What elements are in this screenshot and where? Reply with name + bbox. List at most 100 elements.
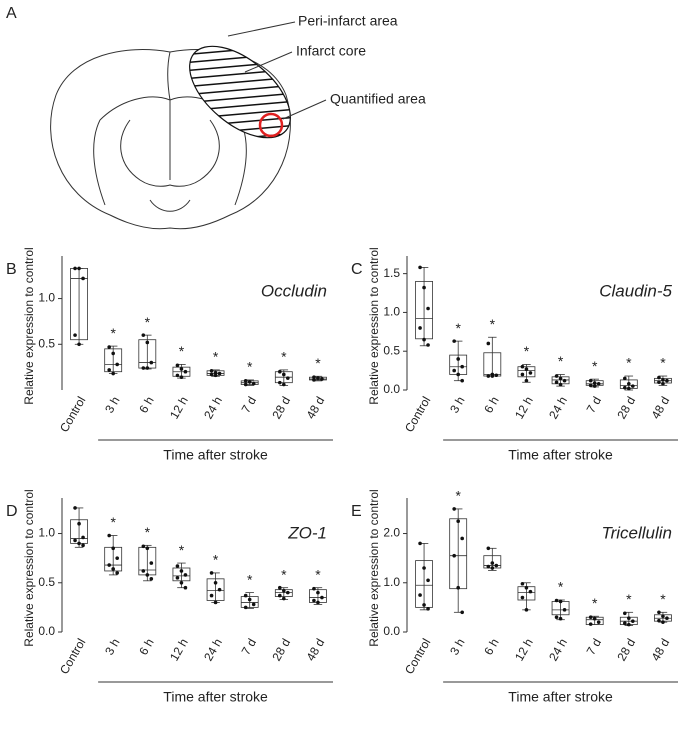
y-tick-label: 0.5 — [38, 336, 55, 350]
data-point — [243, 593, 248, 598]
data-point — [286, 590, 290, 595]
data-point — [282, 596, 286, 601]
data-point — [528, 371, 533, 375]
significance-marker: * — [145, 524, 151, 540]
brain-outline — [50, 49, 291, 230]
data-point — [175, 373, 180, 378]
data-point — [115, 362, 119, 367]
x-tick-label: 28 d — [614, 394, 638, 421]
data-point — [627, 386, 631, 391]
data-point — [183, 369, 188, 374]
x-tick-label: 6 h — [481, 636, 501, 657]
y-tick-label: 0.5 — [383, 343, 400, 357]
data-point — [149, 561, 154, 565]
data-point — [520, 581, 525, 586]
data-point — [213, 373, 218, 378]
x-tick-label: 28 d — [269, 394, 293, 421]
box — [517, 366, 536, 378]
data-point — [243, 382, 248, 387]
x-tick-label: 24 h — [201, 636, 225, 663]
box — [240, 596, 259, 608]
data-point — [316, 376, 320, 380]
data-point — [422, 337, 426, 342]
x-tick-label: 3 h — [447, 636, 467, 657]
significance-marker: * — [247, 571, 253, 587]
data-point — [627, 381, 631, 386]
x-tick-label: 28 d — [614, 636, 638, 663]
data-point — [456, 585, 460, 590]
data-point — [111, 546, 115, 551]
significance-marker: * — [455, 488, 461, 504]
data-point — [243, 379, 248, 383]
data-point — [520, 372, 525, 377]
significance-marker: * — [281, 349, 287, 365]
x-tick-label: 3 h — [447, 394, 467, 415]
significance-marker: * — [179, 542, 185, 558]
data-point — [460, 378, 464, 383]
data-point — [562, 608, 567, 612]
data-point — [77, 521, 81, 526]
data-point — [456, 519, 460, 524]
significance-marker: * — [558, 353, 564, 369]
panel-letter: A — [6, 5, 17, 22]
data-point — [183, 573, 188, 577]
data-point — [494, 563, 499, 568]
data-point — [251, 381, 256, 386]
data-point — [452, 339, 456, 343]
data-point — [73, 538, 77, 543]
data-point — [179, 367, 184, 371]
data-point — [524, 367, 529, 371]
data-point — [520, 595, 525, 600]
data-point — [661, 620, 665, 624]
significance-marker: * — [660, 591, 666, 607]
x-tick-label: 7 d — [239, 636, 259, 657]
x-tick-label: 48 d — [648, 394, 672, 421]
significance-marker: * — [110, 325, 116, 341]
significance-marker: * — [179, 343, 185, 359]
box-chart: B Occludin Relative expression to control 0… — [6, 247, 333, 463]
panel-letter: E — [351, 503, 362, 520]
chart-title: ZO-1 — [287, 523, 327, 542]
x-tick-label: 24 h — [546, 394, 570, 421]
data-point — [243, 605, 248, 610]
significance-marker: * — [626, 591, 632, 607]
box — [206, 578, 225, 601]
data-point — [558, 616, 563, 621]
data-point — [175, 363, 180, 368]
data-point — [623, 611, 627, 616]
data-point — [452, 553, 456, 558]
box-chart: E Tricellulin Relative expression to contr… — [351, 488, 678, 705]
data-point — [278, 585, 282, 590]
data-point — [460, 536, 464, 541]
data-point — [247, 379, 252, 384]
data-point — [149, 360, 154, 365]
data-point — [278, 380, 282, 385]
data-point — [418, 265, 422, 270]
data-point — [251, 602, 256, 607]
data-point — [422, 566, 426, 570]
data-point — [524, 378, 529, 383]
data-point — [657, 375, 661, 380]
significance-marker: * — [490, 316, 496, 332]
significance-marker: * — [626, 355, 632, 371]
box-chart: C Claudin-5 Relative expression to control… — [351, 247, 678, 463]
y-tick-label: 1.0 — [383, 305, 400, 319]
data-point — [460, 364, 464, 369]
data-point — [490, 566, 495, 570]
significance-marker: * — [558, 579, 564, 595]
data-point — [107, 533, 111, 538]
x-tick-label: Control — [402, 636, 433, 677]
data-point — [426, 578, 430, 583]
x-tick-label: 7 d — [239, 394, 259, 415]
data-point — [312, 378, 316, 382]
data-point — [312, 598, 316, 603]
data-point — [554, 374, 559, 378]
significance-marker: * — [247, 359, 253, 375]
data-point — [320, 377, 324, 381]
x-tick-label: 28 d — [269, 636, 293, 663]
data-point — [665, 378, 669, 383]
diagram-label: Quantified area — [330, 91, 426, 107]
data-point — [558, 382, 563, 387]
data-point — [316, 590, 320, 595]
x-tick-label: Control — [402, 394, 433, 435]
